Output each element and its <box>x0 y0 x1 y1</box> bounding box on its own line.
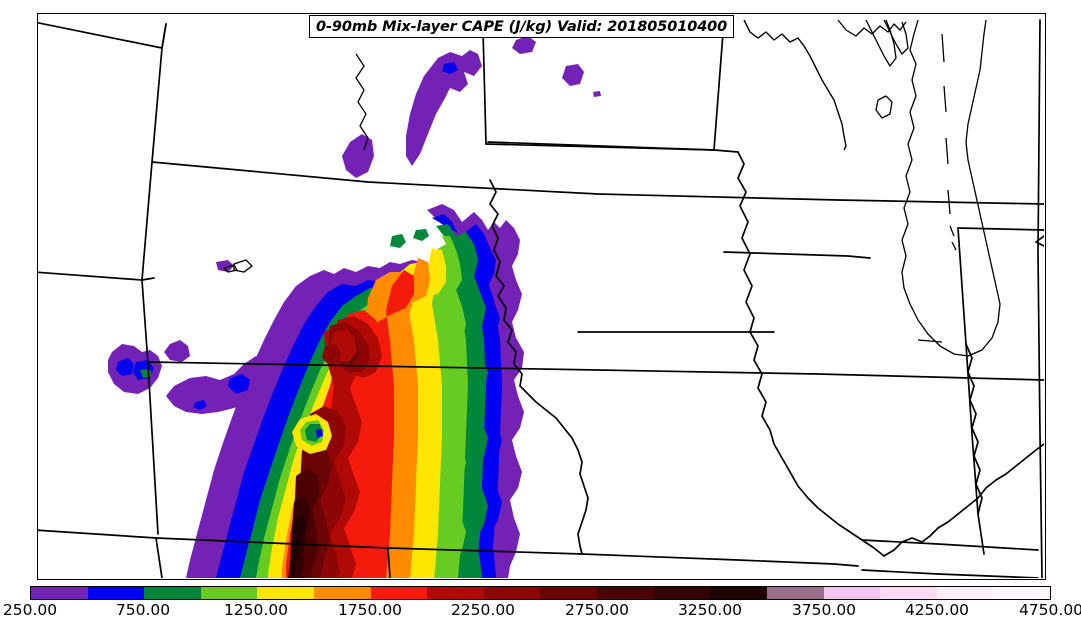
river-arkansas-small <box>355 53 369 151</box>
lake-michigan-dash-4 <box>947 189 951 215</box>
colorbar-segment-16 <box>936 587 994 599</box>
colorbar-segment-10 <box>597 587 654 599</box>
border-iowa-east <box>713 19 725 151</box>
colorbar-tick-label-1: 750.00 <box>115 601 171 619</box>
green-bay-inlet <box>883 19 909 55</box>
colorbar-segment-4 <box>257 587 315 599</box>
lake-sliver-small <box>222 264 239 273</box>
river-ohio <box>883 443 1044 557</box>
cape-tip-islands <box>390 229 429 248</box>
colorbar-segment-13 <box>766 587 824 599</box>
border-michigan-indiana <box>957 227 1044 231</box>
border-utah-colorado <box>38 271 155 281</box>
border-nebraska-kansas <box>149 361 1044 381</box>
colorbar-tick-label-4: 2250.00 <box>450 601 516 619</box>
colorbar-segment-3 <box>200 587 258 599</box>
colorbar-tick-label-5: 2750.00 <box>564 601 630 619</box>
lake-michigan-dash-7 <box>917 339 943 343</box>
colorbar-segment-9 <box>540 587 598 599</box>
lake-superior-shore <box>837 19 907 37</box>
cape-patch-wyoming-blue2 <box>193 400 207 410</box>
cape-patch-wyoming-blue <box>228 374 250 394</box>
cape-patch-minn <box>512 36 536 54</box>
colorbar <box>30 586 1051 600</box>
colorbar-segment-0 <box>31 587 88 599</box>
colorbar-segment-5 <box>314 587 371 599</box>
border-illinois-indiana <box>957 227 985 555</box>
colorbar-segment-14 <box>823 587 881 599</box>
great-lakes-layer <box>837 19 1001 357</box>
colorbar-tick-label-7: 3750.00 <box>791 601 857 619</box>
lake-michigan-dash-3 <box>945 137 949 165</box>
river-wabash <box>965 343 983 515</box>
colorbar-segment-17 <box>993 587 1050 599</box>
colorbar-segment-8 <box>483 587 541 599</box>
map-title-box: 0-90mb Mix-layer CAPE (J/kg) Valid: 2018… <box>309 15 735 38</box>
colorbar-tick-label-2: 1250.00 <box>223 601 289 619</box>
border-wyoming-colorado <box>151 161 1044 205</box>
cape-patch-utah-blue1 <box>116 358 134 376</box>
cape-patch-sd-small <box>342 134 374 178</box>
colorbar-segment-11 <box>653 587 711 599</box>
river-mississippi-upper <box>737 151 885 557</box>
border-idaho-wyoming-top <box>38 21 167 49</box>
great-salt-lake <box>233 259 253 273</box>
map-panel <box>37 13 1046 580</box>
lake-michigan-dash-2 <box>943 85 947 113</box>
border-kentucky-tennessee <box>861 539 1039 551</box>
border-nebraska-southdakota <box>485 143 739 153</box>
colorbar-segment-7 <box>427 587 484 599</box>
colorbar-segment-12 <box>710 587 767 599</box>
lake-michigan-dash-1 <box>941 33 945 63</box>
cape-patch-dakota-main <box>406 50 482 166</box>
border-sd-nd <box>482 29 487 145</box>
border-utah-arizona <box>38 529 163 578</box>
map-boundary-layer <box>38 19 1044 578</box>
inland-water-layer <box>222 259 253 273</box>
cape-band-3250 <box>290 514 306 578</box>
river-missouri-upper <box>489 179 589 555</box>
beaver-island <box>875 95 893 119</box>
cape-contour-fill-layer <box>108 36 601 578</box>
border-wyoming-west <box>141 23 167 281</box>
river-layer <box>355 53 369 151</box>
river-minnesota-wisconsin <box>743 19 847 151</box>
colorbar-tick-label-9: 4750.00 <box>1018 601 1081 619</box>
border-colorado-west <box>141 279 159 535</box>
border-tennessee-south <box>861 569 1039 578</box>
colorbar-segment-1 <box>87 587 145 599</box>
border-wisconsin-illinois <box>723 251 871 259</box>
cape-patch-nd-dot <box>593 91 601 97</box>
cape-patch-wyoming-small <box>164 340 190 362</box>
map-canvas <box>38 19 1044 578</box>
lake-michigan-dash-5 <box>949 225 955 237</box>
border-minnesota-iowa <box>487 141 715 151</box>
colorbar-tick-label-6: 3250.00 <box>677 601 743 619</box>
upper-mississippi-layer <box>743 19 847 151</box>
cape-patch-nd-small1 <box>562 64 584 86</box>
cape-patch-wyoming-belt <box>166 356 266 414</box>
border-missouri-arkansas <box>581 553 859 567</box>
colorbar-tick-label-0: 250.00 <box>2 601 58 619</box>
page-title: 0-90mb Mix-layer CAPE (J/kg) Valid: 2018… <box>316 18 728 35</box>
colorbar-segment-6 <box>370 587 428 599</box>
lake-michigan-dash-6 <box>951 241 957 251</box>
colorbar-tick-label-8: 4250.00 <box>904 601 970 619</box>
colorbar-segment-15 <box>880 587 937 599</box>
border-oklahoma-east <box>387 547 391 578</box>
border-indiana-ohio <box>1035 235 1044 247</box>
colorbar-tick-label-3: 1750.00 <box>337 601 403 619</box>
colorbar-tick-labels: 250.00 750.00 1250.00 1750.00 2250.00 2750.00… <box>0 601 1081 627</box>
colorbar-segment-2 <box>144 587 201 599</box>
cape-tip-island-white <box>428 236 446 250</box>
border-ohio-east <box>1037 19 1043 578</box>
cape-pocket-b <box>322 344 341 366</box>
cape-eye-blue <box>316 429 323 438</box>
lake-michigan-outline <box>901 19 1001 357</box>
cape-patch-wyoming-dot <box>216 260 234 272</box>
cape-patch-dakota-blue <box>442 62 458 74</box>
